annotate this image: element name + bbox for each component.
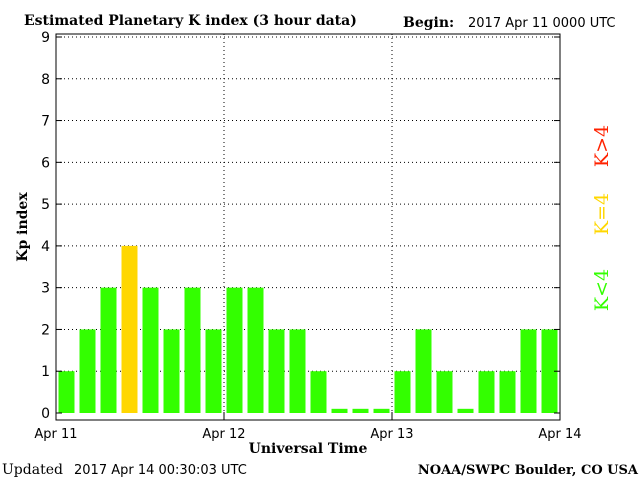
updated-value: 2017 Apr 14 00:30:03 UTC (74, 463, 247, 478)
kp-bar (415, 329, 432, 413)
kp-bar (331, 408, 348, 413)
kp-bar (394, 371, 411, 413)
y-tick-label: 3 (41, 281, 50, 297)
kp-bar (373, 408, 390, 413)
x-axis-label: Universal Time (249, 441, 368, 457)
plot-area (55, 33, 561, 421)
x-tick-label: Apr 13 (370, 427, 413, 442)
legend-item: K<4 (591, 269, 613, 311)
x-tick-label: Apr 12 (202, 427, 245, 442)
begin-label: Begin: (403, 15, 454, 31)
kp-bar (457, 408, 474, 413)
updated-label: Updated (2, 462, 63, 478)
y-tick-label: 0 (41, 406, 50, 422)
kp-bar (310, 371, 327, 413)
begin-value: 2017 Apr 11 0000 UTC (468, 16, 616, 31)
legend-item: K>4 (591, 125, 613, 167)
kp-bar (478, 371, 495, 413)
kp-bar (121, 245, 138, 413)
kp-bar (205, 329, 222, 413)
y-tick-label: 7 (41, 114, 50, 130)
kp-bar (142, 287, 159, 413)
legend: K<4 K=4 K>4 (591, 125, 613, 311)
y-tick-label: 6 (41, 155, 50, 171)
y-tick-label: 9 (41, 30, 50, 46)
kp-bar (58, 371, 75, 413)
y-tick-label: 5 (41, 197, 50, 213)
chart-title: Estimated Planetary K index (3 hour data… (24, 13, 357, 29)
kp-bar (163, 329, 180, 413)
kp-bar (541, 329, 558, 413)
kp-bar (100, 287, 117, 413)
kp-bar (268, 329, 285, 413)
y-tick-label: 2 (41, 322, 50, 338)
kp-bar (436, 371, 453, 413)
y-tick-label: 4 (41, 239, 50, 255)
kp-bar (289, 329, 306, 413)
x-axis-ticks: Apr 11 Apr 12 Apr 13 Apr 14 (34, 412, 582, 442)
y-axis-ticks: 0 1 2 3 4 5 6 7 8 9 (41, 30, 560, 422)
kp-bar (499, 371, 516, 413)
x-tick-label: Apr 11 (34, 427, 77, 442)
kp-bar (520, 329, 537, 413)
grid-lines (56, 34, 560, 420)
bars (58, 245, 558, 413)
legend-item: K=4 (591, 193, 613, 235)
y-tick-label: 8 (41, 72, 50, 88)
x-tick-label: Apr 14 (538, 427, 581, 442)
kp-bar (79, 329, 96, 413)
kp-bar (352, 408, 369, 413)
source-credit: NOAA/SWPC Boulder, CO USA (418, 463, 639, 478)
y-tick-label: 1 (41, 364, 50, 380)
kp-bar (247, 287, 264, 413)
kp-bar (184, 287, 201, 413)
kp-bar (226, 287, 243, 413)
y-axis-label: Kp index (15, 192, 31, 262)
